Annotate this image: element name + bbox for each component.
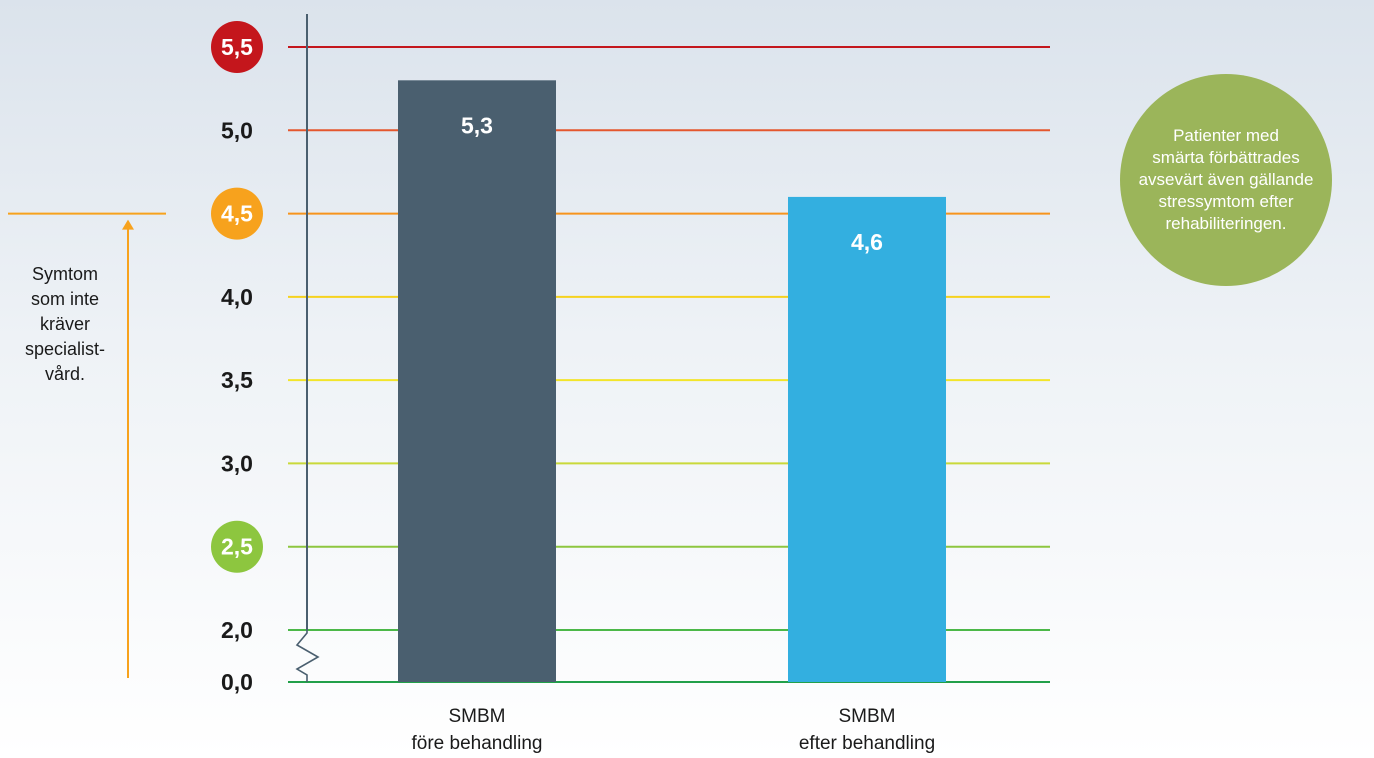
threshold-label: Symtom som inte kräver specialist- vård. (24, 264, 106, 384)
axis-break (295, 630, 320, 682)
tick-label: 0,0 (221, 669, 253, 695)
bar (788, 196, 946, 682)
tick-label: 3,0 (221, 450, 253, 476)
tick-label: 5,0 (221, 117, 253, 143)
tick-badge (211, 187, 263, 240)
tick-badge (211, 520, 263, 573)
callout-circle: Patienter med smärta förbättrades avsevä… (1120, 74, 1332, 286)
threshold-arrow-head (122, 219, 134, 230)
tick-label: 5,5 (221, 34, 253, 60)
tick-label: 4,0 (221, 284, 253, 310)
bar-value-label: 4,6 (851, 229, 883, 255)
bar-value-label: 5,3 (461, 112, 493, 138)
tick-label: 2,0 (221, 617, 253, 643)
tick-badge (211, 21, 263, 73)
bar (398, 80, 556, 683)
tick-label: 3,5 (221, 367, 253, 393)
tick-label: 4,5 (221, 201, 253, 227)
tick-label: 2,5 (221, 534, 253, 560)
category-label: SMBM före behandling (412, 706, 543, 754)
callout-text: Patienter med smärta förbättrades avsevä… (1138, 126, 1314, 233)
category-label: SMBM efter behandling (799, 706, 935, 754)
